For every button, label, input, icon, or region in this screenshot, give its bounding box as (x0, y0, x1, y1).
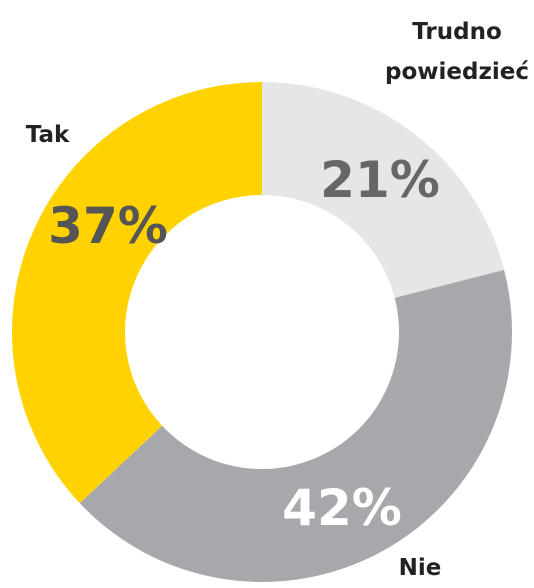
category-label: Nie (398, 555, 442, 581)
donut-slice (11, 82, 262, 504)
category-label: Tak (25, 122, 70, 148)
category-label: Trudno powiedzieć (385, 19, 529, 85)
value-label: 42% (282, 479, 402, 537)
donut-slice (79, 269, 513, 583)
value-label: 21% (320, 151, 440, 209)
value-label: 37% (48, 197, 168, 255)
donut-slice (262, 82, 505, 298)
